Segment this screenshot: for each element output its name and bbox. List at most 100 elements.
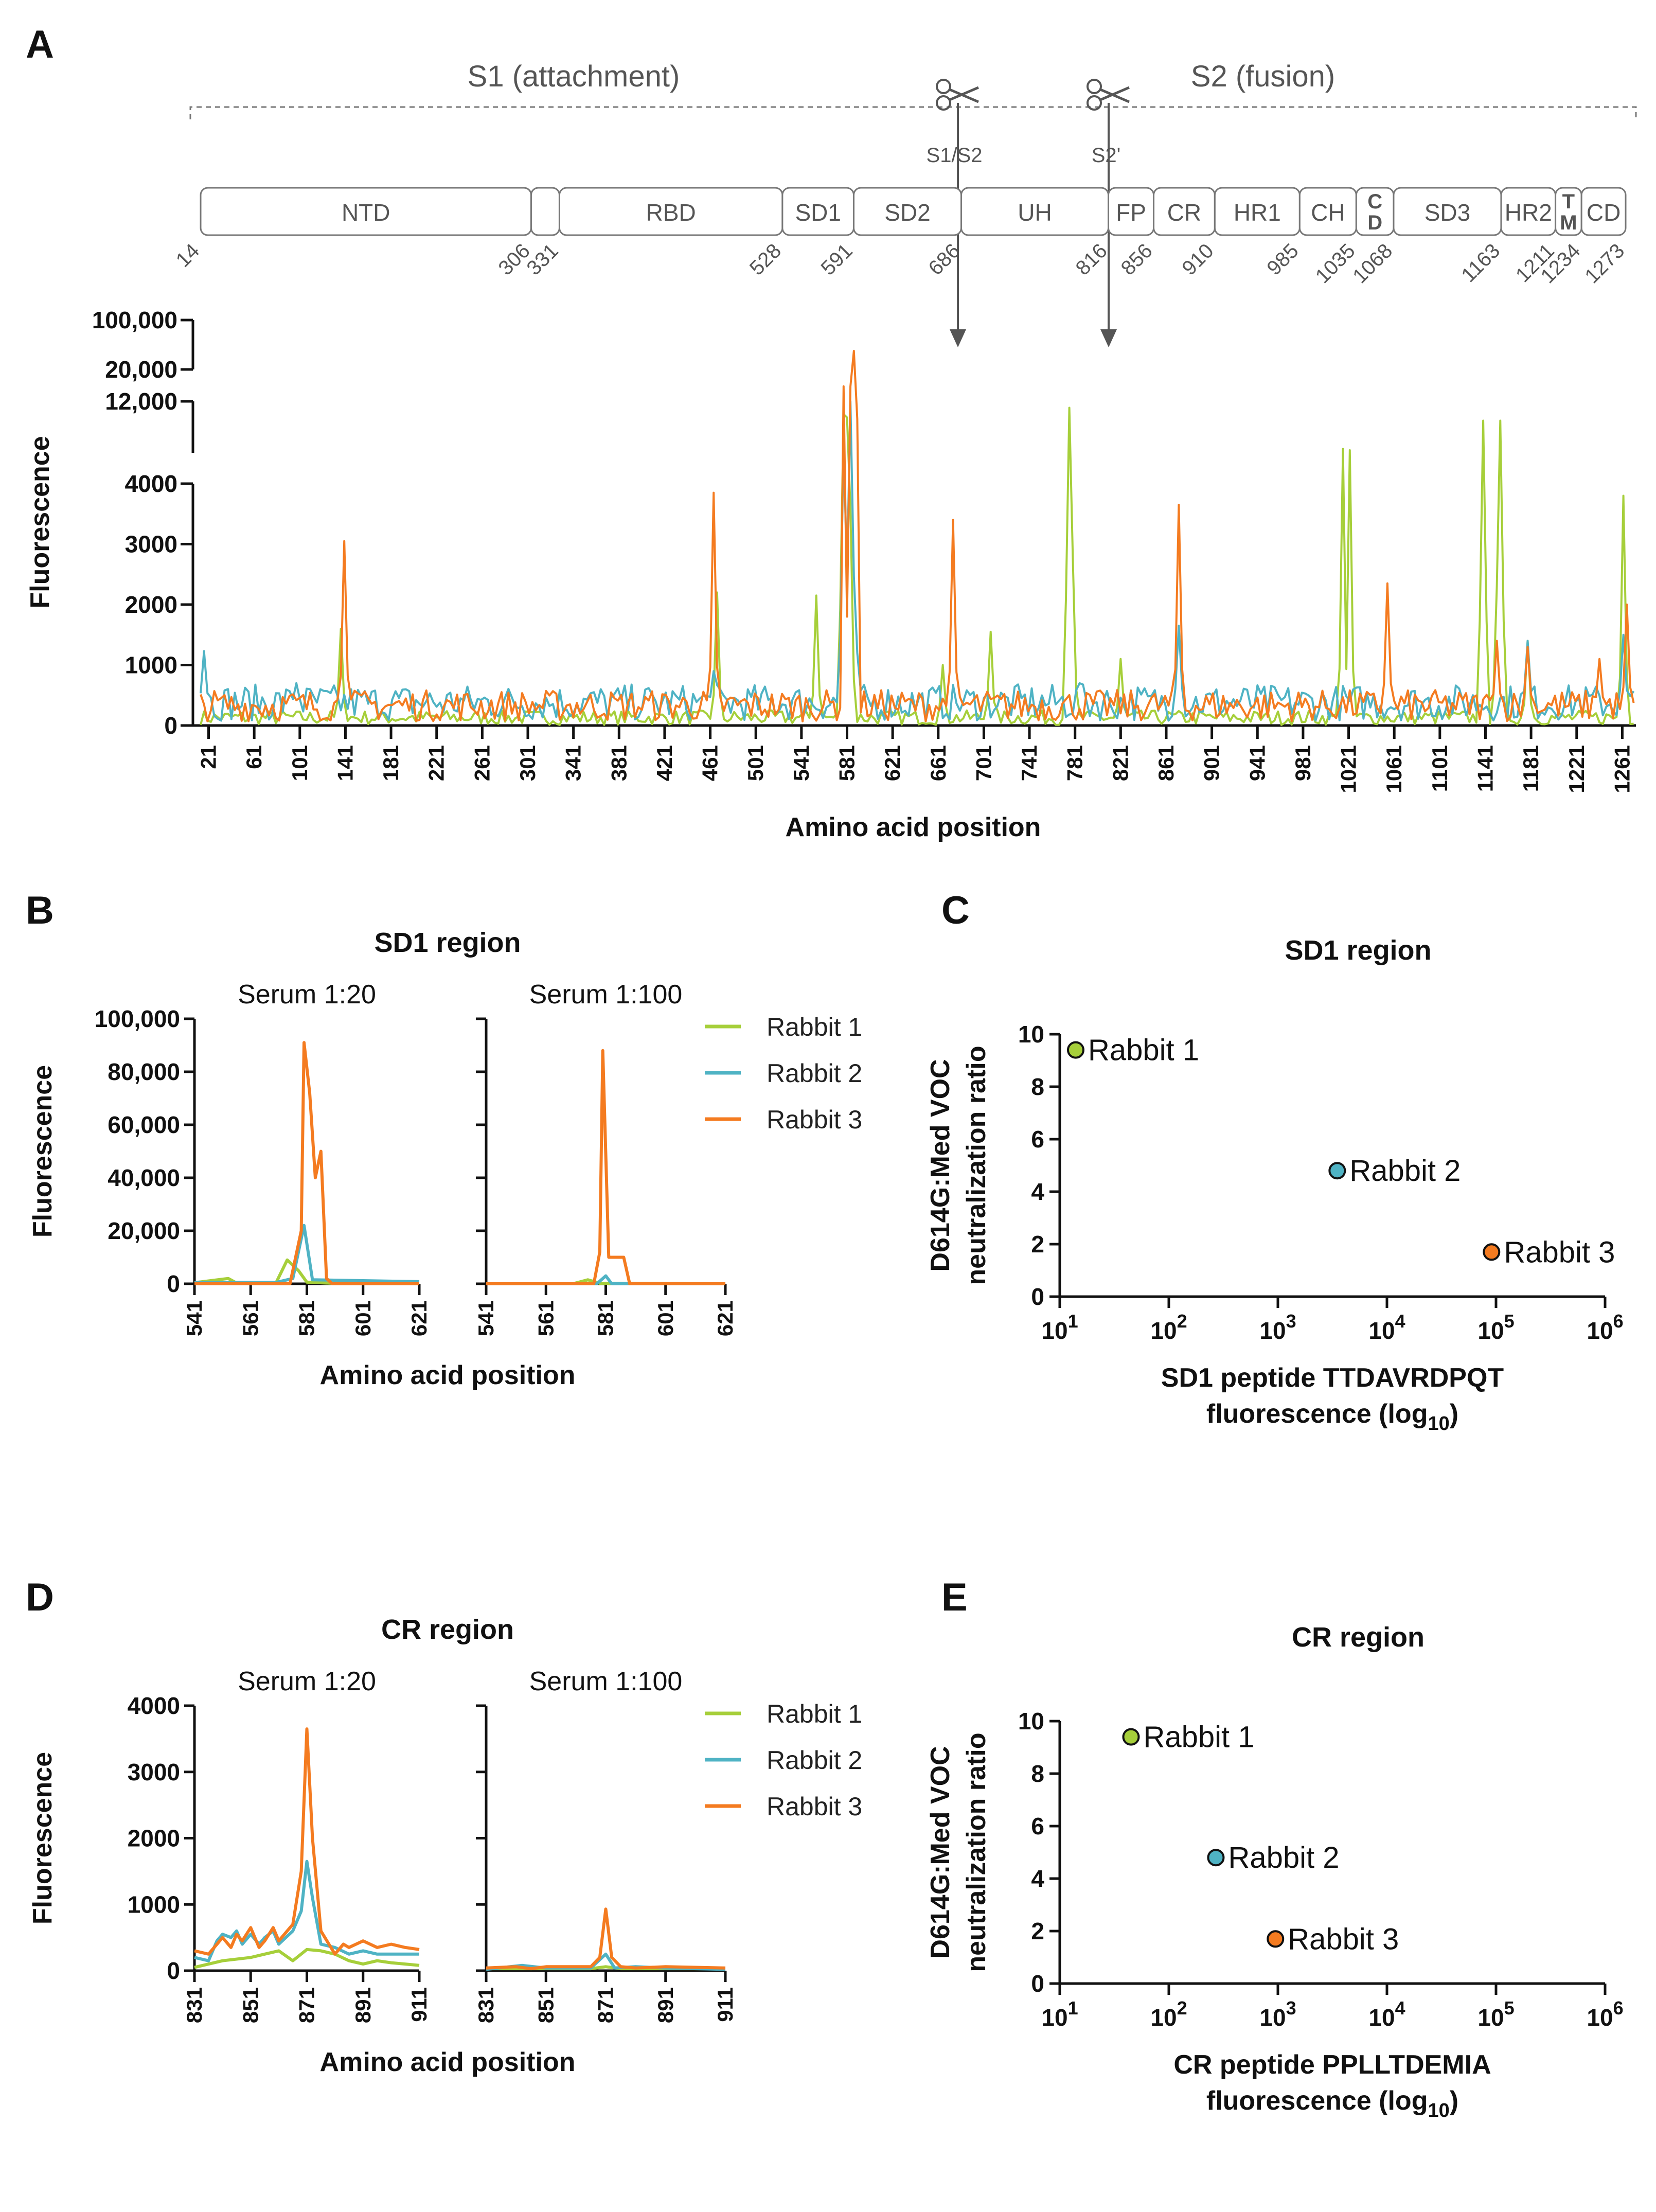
x-axis-title-line2: fluorescence (log10) xyxy=(1206,2086,1458,2121)
y-tick-label: 1000 xyxy=(128,1891,180,1918)
point-label-rabbit-3: Rabbit 3 xyxy=(1504,1235,1615,1269)
x-tick-label: 561 xyxy=(238,1300,262,1336)
y-tick-label: 2 xyxy=(1031,1918,1044,1944)
scissors-s2prime-icon xyxy=(1087,79,1130,111)
scissors-s1s2-icon-ring xyxy=(936,79,951,94)
arrow-s2prime-head xyxy=(1100,329,1117,347)
point-label-rabbit-2: Rabbit 2 xyxy=(1349,1154,1461,1188)
x-tick-label: 461 xyxy=(698,745,722,781)
y-tick-label: 0 xyxy=(164,712,177,739)
x-tick-label: 101 xyxy=(1041,1311,1078,1344)
y-axis-title: Fluorescence xyxy=(25,436,55,608)
y-tick-label: 12,000 xyxy=(105,388,177,415)
series-line-rabbit-3 xyxy=(194,1727,420,1956)
point-rabbit-3 xyxy=(1267,1930,1285,1948)
x-tick-label: 341 xyxy=(561,745,585,781)
domain-ntd-label: NTD xyxy=(342,199,390,226)
x-tick-label: 891 xyxy=(653,1987,678,2023)
domain-cr: CR xyxy=(1153,187,1216,236)
series-line-rabbit-2 xyxy=(200,400,1635,722)
y-tick-label: 8 xyxy=(1031,1073,1044,1100)
y-tick-label: 0 xyxy=(167,1270,180,1297)
domain-tm-label: M xyxy=(1560,211,1577,234)
x-axis-title: Amino acid position xyxy=(320,1360,576,1390)
x-tick-label: 1021 xyxy=(1337,745,1361,793)
region-bracket xyxy=(189,106,1637,119)
x-tick-label: 911 xyxy=(713,1987,737,2022)
subplot-title: Serum 1:100 xyxy=(529,980,683,1010)
domain-hr1-label: HR1 xyxy=(1234,199,1281,226)
x-tick-label: 621 xyxy=(713,1300,737,1336)
cleavage-s2prime-label: S2' xyxy=(1092,144,1121,167)
x-tick-label: 106 xyxy=(1587,1311,1623,1344)
x-tick-label: 141 xyxy=(333,745,357,781)
domain-sd3-label: SD3 xyxy=(1424,199,1470,226)
domain-tm-label: T xyxy=(1562,190,1575,213)
y-tick-label: 2000 xyxy=(125,591,177,618)
panel-label-e: E xyxy=(941,1576,968,1619)
y-tick-label: 4000 xyxy=(128,1692,180,1719)
x-tick-label: 601 xyxy=(351,1300,375,1336)
point-label-rabbit-1: Rabbit 1 xyxy=(1143,1721,1254,1754)
domain-hr1: HR1 xyxy=(1214,187,1301,236)
y-tick-label: 20,000 xyxy=(108,1217,180,1244)
x-tick-label: 821 xyxy=(1108,745,1132,781)
scissors-s2prime-icon-ring xyxy=(1087,79,1102,94)
x-tick-label: 181 xyxy=(379,745,403,781)
x-tick-label: 61 xyxy=(242,745,266,769)
point-label-rabbit-3: Rabbit 3 xyxy=(1288,1922,1399,1956)
y-tick-label: 4000 xyxy=(125,470,177,497)
x-tick-label: 911 xyxy=(407,1987,431,2022)
y-tick-label: 40,000 xyxy=(108,1164,180,1191)
x-axis-title: Amino acid position xyxy=(786,812,1041,842)
domain-spacer-box xyxy=(530,187,560,236)
x-tick-label: 103 xyxy=(1259,1997,1296,2031)
x-tick-label: 261 xyxy=(470,745,494,781)
x-tick-label: 381 xyxy=(607,745,631,781)
x-tick-label: 421 xyxy=(652,745,676,781)
boundary-number: 1068 xyxy=(1348,239,1397,288)
x-tick-label: 221 xyxy=(424,745,449,781)
x-tick-label: 1101 xyxy=(1428,745,1452,792)
domain-cd: CD xyxy=(1355,187,1395,236)
x-tick-label: 891 xyxy=(351,1987,375,2023)
domain-uh-label: UH xyxy=(1018,199,1052,226)
y-tick-label: 1000 xyxy=(125,652,177,679)
point-rabbit-2 xyxy=(1328,1162,1346,1180)
domain-ch: CH xyxy=(1298,187,1357,236)
x-tick-label: 741 xyxy=(1017,745,1041,781)
panel-label-b: B xyxy=(26,889,54,932)
y-tick-label: 20,000 xyxy=(105,356,177,383)
y-tick-label: 6 xyxy=(1031,1813,1044,1839)
y-tick-label: 4000 xyxy=(125,470,177,497)
x-tick-label: 1181 xyxy=(1519,745,1543,792)
x-axis-title: SD1 peptide TTDAVRDPQT xyxy=(1161,1363,1504,1393)
point-rabbit-1 xyxy=(1066,1041,1084,1059)
x-tick-label: 104 xyxy=(1368,1997,1405,2031)
boundary-number: 985 xyxy=(1262,239,1303,279)
y-tick-label: 0 xyxy=(167,1957,180,1984)
y-tick-label: 10 xyxy=(1018,1021,1044,1048)
x-axis-title: Amino acid position xyxy=(320,2047,576,2077)
x-tick-label: 941 xyxy=(1245,745,1269,781)
panel-label-d: D xyxy=(26,1576,54,1619)
domain-cd: CD xyxy=(1580,187,1627,236)
domain-sd2-label: SD2 xyxy=(884,199,930,226)
region-s1-label: S1 (attachment) xyxy=(468,60,680,93)
x-axis-title: CR peptide PPLLTDEMIA xyxy=(1173,2050,1491,2080)
y-axis-title-line2: neutralization ratio xyxy=(961,1046,991,1285)
series-line-rabbit-3 xyxy=(486,1049,725,1285)
series-line-rabbit-1 xyxy=(194,1948,420,1969)
x-tick-label: 871 xyxy=(295,1987,319,2023)
x-tick-label: 581 xyxy=(594,1300,618,1336)
series-line-rabbit-1 xyxy=(194,1258,420,1285)
boundary-number: 1273 xyxy=(1580,239,1629,288)
y-tick-label: 4 xyxy=(1031,1865,1044,1892)
chart-c: SD1 region 0 2 4 6 8 10 101 102 103 104 105 106 SD1 p… xyxy=(925,935,1624,1435)
x-tick-label: 104 xyxy=(1368,1311,1405,1344)
y-tick-label: 2000 xyxy=(128,1825,180,1852)
panel-label-c: C xyxy=(941,889,970,932)
x-tick-label: 981 xyxy=(1291,745,1315,781)
x-tick-label: 301 xyxy=(515,745,540,781)
y-axis-title: Fluorescence xyxy=(28,1065,58,1237)
